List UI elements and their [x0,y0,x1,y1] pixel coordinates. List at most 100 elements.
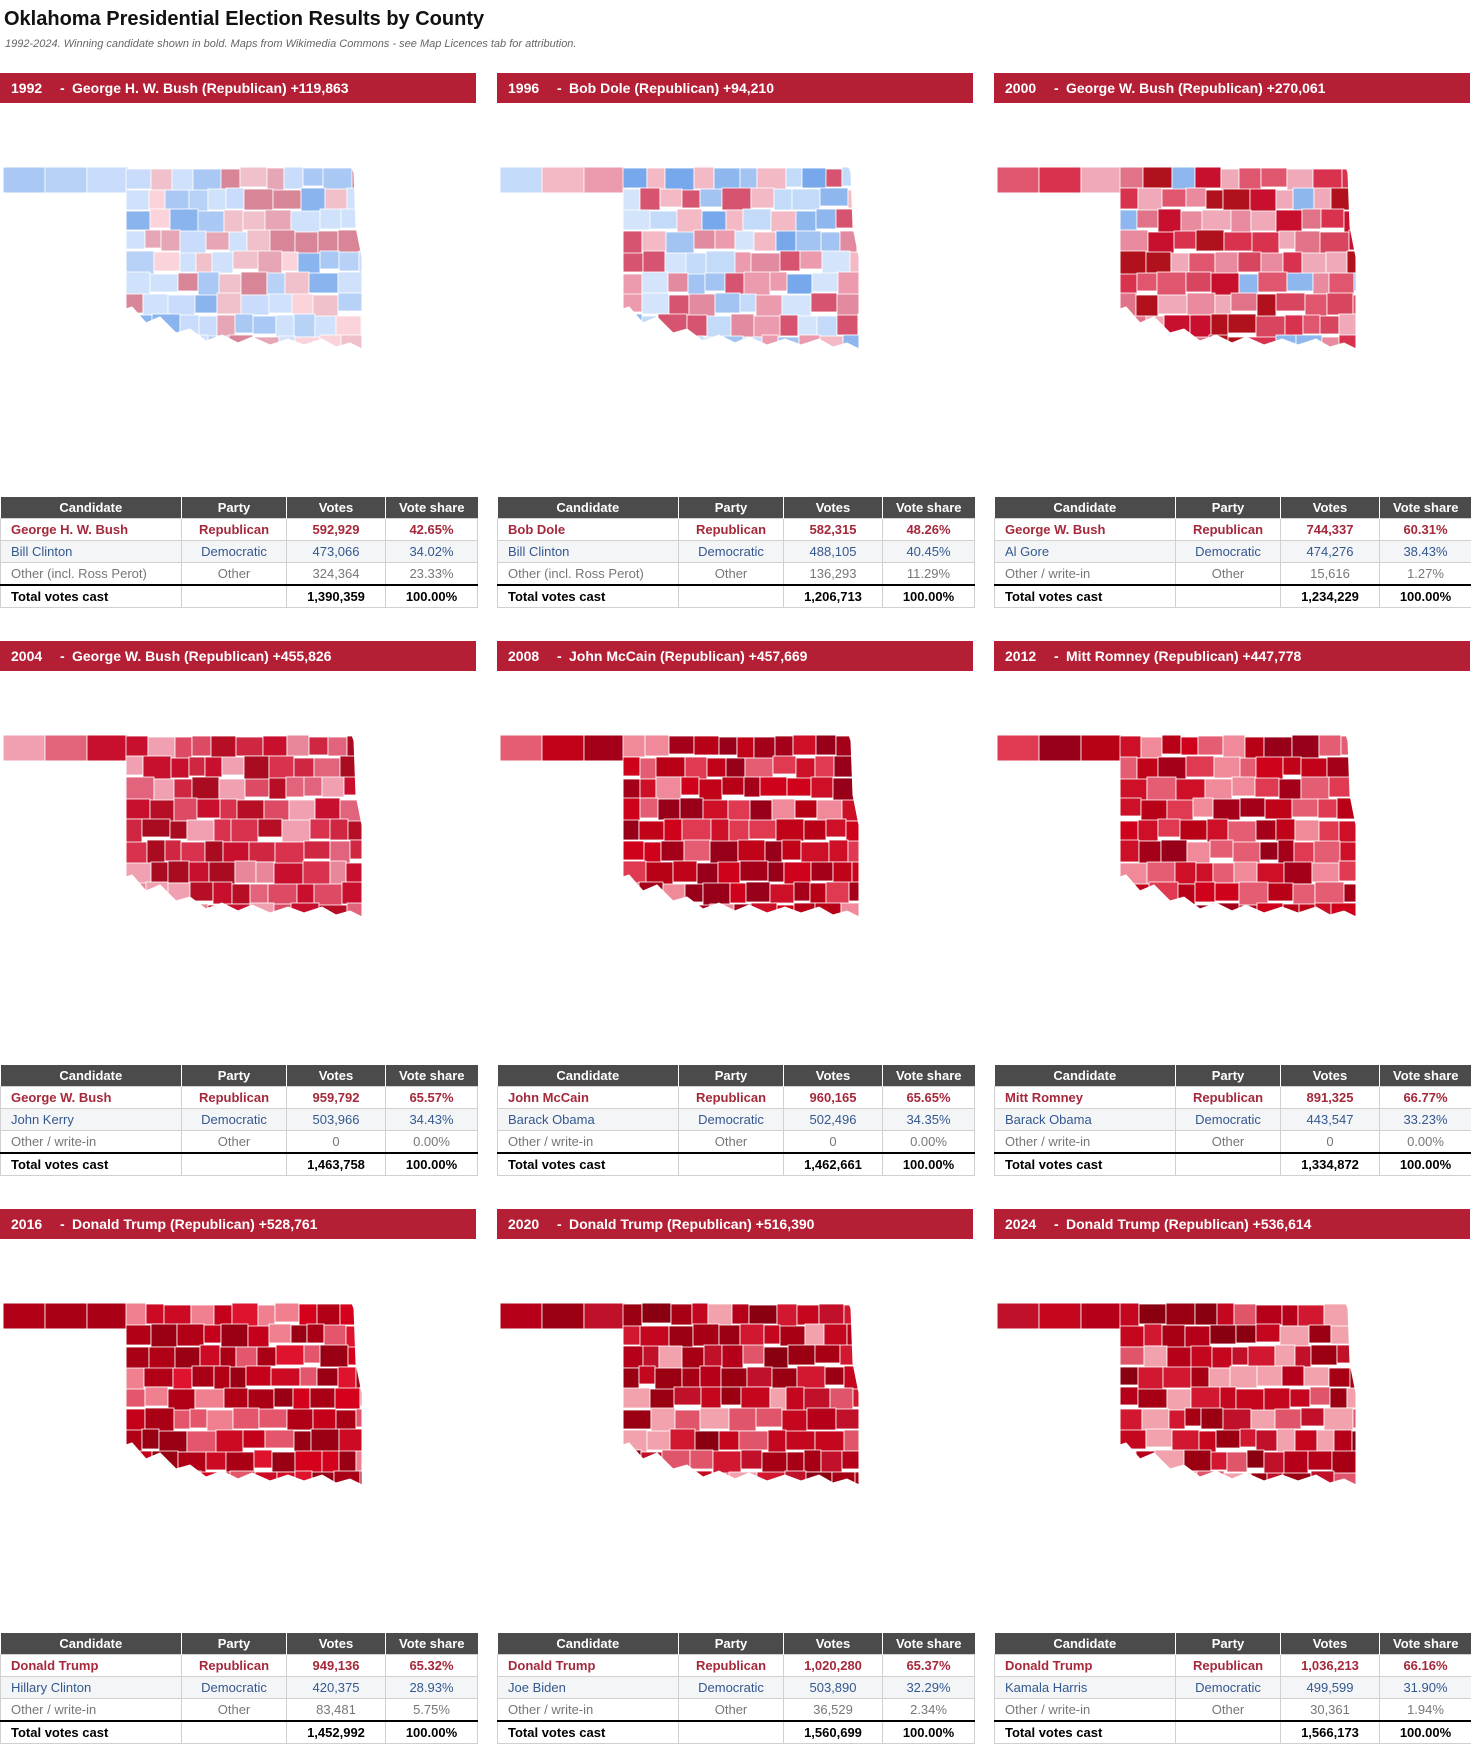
column-header: Votes [287,1065,386,1087]
county [245,779,269,797]
cell-votes: 83,481 [287,1699,386,1722]
county [1120,316,1146,336]
county [1158,209,1181,233]
county [858,757,880,781]
election-banner: 1992-George H. W. Bush (Republican) +119… [0,73,476,103]
county [1147,777,1176,801]
county [150,274,178,292]
county [154,252,180,271]
county [1282,1305,1298,1326]
county [1147,862,1175,884]
county [126,736,148,757]
county [1146,1429,1172,1447]
county [192,736,211,756]
cell-share: 42.65% [386,519,478,541]
county [623,210,650,230]
county [1217,1303,1234,1327]
county [45,735,87,761]
county [221,169,240,189]
county [623,1388,650,1408]
county [821,232,840,252]
county [1324,1304,1350,1328]
election-banner: 2020-Donald Trump (Republican) +516,390 [497,1209,973,1239]
county [336,1410,356,1430]
county [126,272,150,296]
county [126,1473,149,1496]
county [190,1409,207,1428]
county [246,1366,271,1386]
county [1191,1346,1212,1369]
county [757,1472,785,1493]
county [656,777,681,801]
county [339,1429,365,1454]
county [263,736,287,756]
county [693,1471,712,1492]
cell-votes: 420,375 [287,1677,386,1699]
county [771,211,796,232]
county [799,335,820,356]
county [500,167,542,193]
column-header: Candidate [995,497,1176,519]
county [192,1366,214,1387]
county [180,231,206,256]
county [181,842,205,863]
county [1327,293,1353,315]
county [344,777,362,795]
county [151,1324,177,1347]
county [311,1429,339,1454]
cell-party: Democratic [1176,541,1281,563]
county [1344,211,1364,233]
cell-party: Other [679,563,784,586]
cell-candidate: Barack Obama [498,1109,679,1131]
county [784,862,811,884]
cell-party [1176,1153,1281,1176]
county [856,1346,877,1367]
cell-candidate: Other / write-in [1,1131,182,1154]
county [708,1304,732,1326]
county [1284,1451,1308,1474]
county [802,168,826,188]
county [646,862,673,885]
county [840,1345,856,1365]
county [206,232,229,250]
county [705,273,725,291]
county [143,756,171,779]
banner-separator: - [60,1209,65,1239]
cell-candidate: Bill Clinton [1,541,182,563]
cell-party [1176,585,1281,608]
county [836,209,864,228]
county [1210,840,1233,858]
county [152,314,180,337]
county [126,1368,144,1390]
cell-share: 34.02% [386,541,478,563]
county [1350,1305,1370,1330]
county [361,316,385,339]
county [220,799,237,822]
county [846,821,868,843]
cell-candidate: Total votes cast [995,585,1176,608]
county [1298,1305,1324,1328]
county [341,335,368,359]
cell-share: 65.32% [386,1655,478,1677]
county [1239,274,1258,294]
cell-party [679,1153,784,1176]
county [682,819,711,841]
county-map [0,167,476,403]
banner-winner: George H. W. Bush (Republican) +119,863 [72,73,349,103]
county [1287,273,1313,291]
county [1213,863,1234,883]
county [291,1325,307,1343]
county [1257,863,1284,884]
cell-share: 5.75% [386,1699,478,1722]
county [347,903,374,924]
county [180,253,196,272]
county [1120,1347,1144,1365]
county [815,903,841,923]
